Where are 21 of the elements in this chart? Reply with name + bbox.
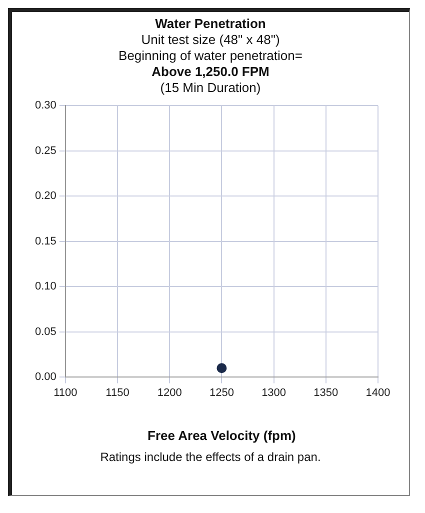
y-tick-label: 0.10	[34, 280, 56, 293]
x-tick-label: 1200	[157, 386, 182, 399]
x-tick-label: 1100	[54, 386, 78, 399]
x-axis-title: Free Area Velocity (fpm)	[148, 428, 296, 443]
text: Beginning of water penetration=	[118, 48, 304, 64]
x-tick-label: 1150	[106, 386, 130, 399]
x-tick-label: 1350	[314, 386, 338, 399]
y-tick-label: 0.25	[34, 144, 56, 157]
text: Above 1,250.0 FPM	[150, 64, 270, 80]
chart-subtitle: Unit test size (48" x 48")	[140, 32, 281, 48]
y-tick-label: 0.15	[34, 235, 56, 248]
x-tick-label: 1300	[262, 386, 286, 399]
y-tick-label: 0.30	[34, 100, 56, 112]
text: (15 Min Duration)	[159, 80, 262, 96]
y-tick-label: 0.20	[34, 190, 56, 202]
chart-title: Water Penetration	[154, 16, 267, 32]
x-tick-label: 1250	[209, 386, 234, 399]
text: Ratings include the effects of a drain pan.	[99, 450, 322, 464]
x-tick-label: 1400	[366, 386, 390, 399]
y-tick-label: 0.05	[34, 326, 56, 338]
y-tick-label: 0.00	[34, 371, 56, 384]
